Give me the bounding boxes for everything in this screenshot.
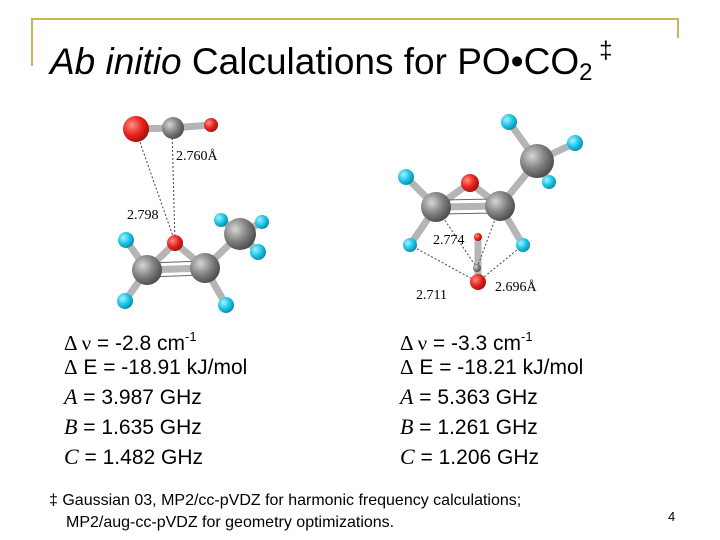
right-oxygen-atom <box>474 233 482 241</box>
page-number: 4 <box>668 509 676 524</box>
right-prop-de: Δ E = -18.21 kJ/mol <box>400 352 583 382</box>
right-distance-label: 2.774 <box>433 233 465 248</box>
delta-nu-symbol: Δ ν <box>64 331 92 355</box>
left-prop-b: B = 1.635 GHz <box>64 412 247 442</box>
exponent: -1 <box>521 329 533 344</box>
right-prop-dnu: Δ ν = -3.3 cm-1 <box>400 322 583 355</box>
right-hydrogen-atom <box>516 238 530 252</box>
value-text: = 1.482 GHz <box>78 446 204 469</box>
right-hydrogen-atom <box>398 169 414 185</box>
value-text: = 1.206 GHz <box>414 446 540 469</box>
right-distance-label: 2.696Å <box>495 279 538 295</box>
value-text: = 5.363 GHz <box>413 386 538 409</box>
value-text: = 3.987 GHz <box>77 386 202 409</box>
left-hydrogen-atom <box>218 297 234 313</box>
delta-symbol: Δ <box>64 355 78 379</box>
left-distance-label: 2.760Å <box>176 148 219 164</box>
left-hydrogen-atom <box>118 232 134 248</box>
value-text: E = -18.91 kJ/mol <box>77 356 248 379</box>
left-oxygen-atom <box>204 118 218 132</box>
right-carbon-atom <box>421 192 451 222</box>
left-hydrogen-atom <box>214 213 228 227</box>
left-hydrogen-atom <box>255 215 269 229</box>
exponent: -1 <box>185 329 197 344</box>
left-distance-label: 2.798 <box>127 208 159 223</box>
value-text: = 1.635 GHz <box>77 416 202 439</box>
title-dagger: ‡ <box>592 37 613 64</box>
right-distance-label: 2.711 <box>416 288 447 303</box>
value-text: E = -18.21 kJ/mol <box>413 356 584 379</box>
left-oxygen-atom <box>167 235 183 251</box>
right-hydrogen-atom <box>403 238 417 252</box>
title-main: Calculations for PO•CO <box>181 41 580 82</box>
left-hydrogen-atom <box>250 244 266 260</box>
value-text: = -3.3 cm <box>427 332 522 355</box>
right-prop-c: C = 1.206 GHz <box>400 442 583 472</box>
left-carbon-atom <box>132 255 162 285</box>
footnote-line-1: ‡ Gaussian 03, MP2/cc-pVDZ for harmonic … <box>49 492 522 509</box>
left-hydrogen-atom <box>117 293 133 309</box>
left-prop-c: C = 1.482 GHz <box>64 442 247 472</box>
rot-const-symbol: B <box>400 414 414 439</box>
right-prop-b: B = 1.261 GHz <box>400 412 583 442</box>
slide-title: Ab initio Calculations for PO•CO2 ‡ <box>50 29 613 95</box>
left-oxygen-atom <box>123 116 149 142</box>
right-carbon-atom <box>485 191 515 221</box>
left-prop-dnu: Δ ν = -2.8 cm-1 <box>64 322 247 355</box>
left-properties: Δ ν = -2.8 cm-1 Δ E = -18.91 kJ/mol A = … <box>64 322 247 472</box>
rot-const-symbol: A <box>400 384 414 409</box>
title-subscript: 2 <box>579 59 593 86</box>
right-oxygen-atom <box>461 174 479 192</box>
rot-const-symbol: B <box>64 414 78 439</box>
title-frame-top <box>31 18 679 20</box>
right-prop-a: A = 5.363 GHz <box>400 382 583 412</box>
right-phosphorus-atom <box>520 144 554 178</box>
left-prop-de: Δ E = -18.91 kJ/mol <box>64 352 247 382</box>
rot-const-symbol: A <box>64 384 78 409</box>
title-frame-right <box>677 18 679 38</box>
right-hydrogen-atom <box>567 135 583 151</box>
right-carbon-atom <box>473 264 481 272</box>
left-carbon-atom <box>190 253 220 283</box>
delta-symbol: Δ <box>400 355 414 379</box>
left-phosphorus-atom <box>224 218 256 250</box>
title-frame-left <box>31 18 33 66</box>
right-oxygen-atom <box>470 274 486 290</box>
left-carbon-atom <box>162 117 184 139</box>
title-italic: Ab initio <box>50 41 182 82</box>
rot-const-symbol: C <box>64 444 79 469</box>
left-molecule: 2.760Å 2.798 <box>117 116 269 313</box>
left-contacts <box>135 129 176 243</box>
footnote: ‡ Gaussian 03, MP2/cc-pVDZ for harmonic … <box>49 490 521 534</box>
rot-const-symbol: C <box>400 444 415 469</box>
footnote-line-2: MP2/aug-cc-pVDZ for geometry optimizatio… <box>66 514 395 531</box>
right-molecule: 2.774 2.696Å 2.711 <box>398 114 583 303</box>
value-text: = 1.261 GHz <box>413 416 538 439</box>
right-hydrogen-atom <box>542 175 556 189</box>
delta-nu-symbol: Δ ν <box>400 331 428 355</box>
right-hydrogen-atom <box>501 114 517 130</box>
left-prop-a: A = 3.987 GHz <box>64 382 247 412</box>
value-text: = -2.8 cm <box>91 332 186 355</box>
right-properties: Δ ν = -3.3 cm-1 Δ E = -18.21 kJ/mol A = … <box>400 322 583 472</box>
